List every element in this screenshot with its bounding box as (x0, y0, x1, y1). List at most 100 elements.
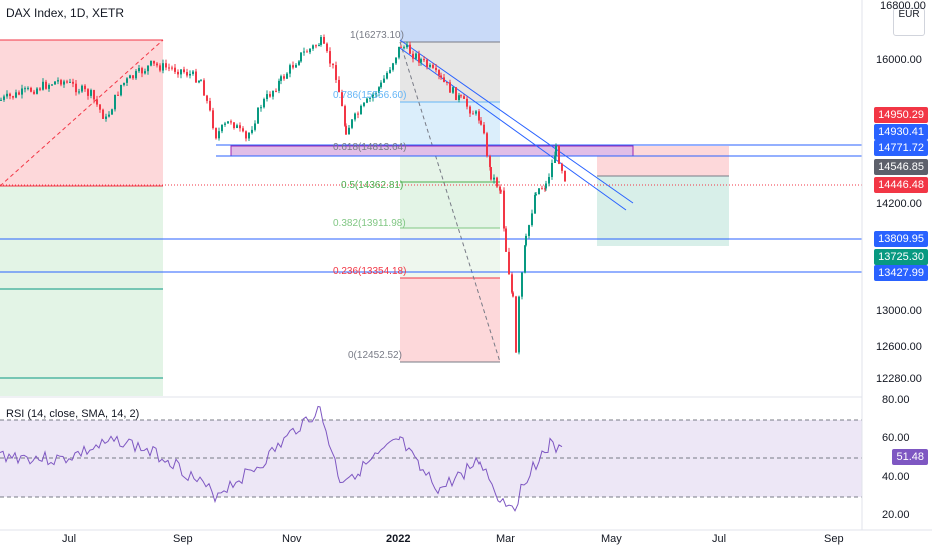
price-tag[interactable]: 14446.48 (874, 177, 928, 193)
candle-body (215, 128, 217, 139)
candle-body (493, 177, 495, 180)
candle-body (375, 92, 377, 95)
candle-body (432, 64, 434, 68)
candle-body (366, 98, 368, 103)
candle-body (57, 80, 59, 82)
candle-body (455, 87, 457, 100)
price-tag[interactable]: 14930.41 (874, 124, 928, 140)
candle-body (105, 116, 107, 119)
candle-body (503, 190, 505, 229)
candle-body (423, 59, 425, 61)
symbol-title[interactable]: DAX Index, 1D, XETR (6, 6, 125, 20)
price-axis-label: 12600.00 (876, 341, 922, 353)
candle-body (412, 53, 414, 59)
candle-body (323, 37, 325, 44)
price-tag[interactable]: 13725.30 (874, 249, 928, 265)
price-tag[interactable]: 14950.29 (874, 107, 928, 123)
rsi-axis-label: 60.00 (882, 432, 910, 444)
candle-body (117, 94, 119, 96)
candle-body (515, 296, 517, 353)
candle-body (3, 96, 5, 100)
candle-body (315, 45, 317, 47)
candle-body (36, 88, 38, 94)
candle-body (300, 52, 302, 62)
candle-body (51, 84, 53, 86)
candle-body (332, 63, 334, 66)
candle-body (257, 107, 259, 124)
candle-body (435, 67, 437, 71)
candle-body (386, 72, 388, 79)
candle-body (283, 76, 285, 79)
candle-body (251, 129, 253, 133)
candle-body (531, 213, 533, 226)
candle-body (309, 48, 311, 53)
candle-body (269, 94, 271, 97)
candle-body (96, 99, 98, 105)
candle-body (329, 51, 331, 64)
price-axis-label: 16800.00 (880, 0, 926, 12)
candle-body (460, 95, 462, 97)
rsi-tag[interactable]: 51.48 (892, 449, 928, 465)
candle-body (24, 88, 26, 90)
candle-body (111, 109, 113, 115)
candle-body (440, 75, 442, 78)
candle-body (551, 162, 553, 178)
candle-body (449, 82, 451, 93)
time-axis-label: Sep (173, 533, 193, 545)
candle-body (521, 272, 523, 297)
candle-body (42, 81, 44, 90)
trendline-2[interactable] (399, 47, 627, 211)
candle-body (363, 102, 365, 106)
zone-diagonal (0, 39, 164, 187)
candle-body (544, 188, 546, 190)
currency-label: EUR (898, 9, 920, 20)
candle-body (156, 63, 158, 66)
fib-label: 0.5(14362.81) (341, 180, 404, 191)
price-axis-label: 13000.00 (876, 305, 922, 317)
candle-body (48, 85, 50, 89)
candle-body (174, 67, 176, 72)
fib-label: 1(16273.10) (350, 30, 404, 41)
fib-zone-5 (400, 182, 500, 228)
price-tag[interactable]: 13809.95 (874, 231, 928, 247)
candle-body (75, 83, 77, 93)
candle-body (312, 45, 314, 49)
currency-button[interactable]: EUR (893, 8, 925, 36)
candle-body (189, 73, 191, 76)
candle-body (69, 81, 71, 83)
candle-body (27, 87, 29, 89)
time-axis-label: 2022 (386, 533, 411, 545)
candle-body (555, 145, 557, 156)
candle-body (458, 95, 460, 100)
candle-body (147, 65, 149, 72)
candle-body (153, 60, 155, 64)
candle-body (483, 124, 485, 134)
trendline-1[interactable] (399, 39, 634, 204)
candle-body (541, 188, 543, 190)
price-tag[interactable]: 14771.72 (874, 140, 928, 156)
price-tag[interactable]: 13427.99 (874, 265, 928, 281)
candle-body (209, 100, 211, 111)
candle-body (338, 79, 340, 93)
candle-body (87, 89, 89, 96)
candlestick-series (0, 34, 566, 355)
candle-body (120, 84, 122, 96)
candle-body (500, 190, 502, 192)
fib-lines (400, 41, 500, 363)
rsi-title[interactable]: RSI (14, close, SMA, 14, 2) (6, 408, 140, 420)
candle-body (135, 71, 137, 79)
candle-body (372, 94, 374, 98)
candle-body (400, 46, 402, 48)
resistance-box[interactable] (230, 145, 634, 157)
price-tag[interactable]: 14546.85 (874, 159, 928, 175)
candle-body (180, 69, 182, 75)
candle-body (369, 97, 371, 99)
fib-label: 0.618(14813.64) (333, 142, 407, 153)
candle-body (463, 96, 465, 99)
candle-body (159, 65, 161, 71)
candle-body (348, 127, 350, 135)
candle-body (132, 75, 134, 79)
candle-body (78, 91, 80, 93)
